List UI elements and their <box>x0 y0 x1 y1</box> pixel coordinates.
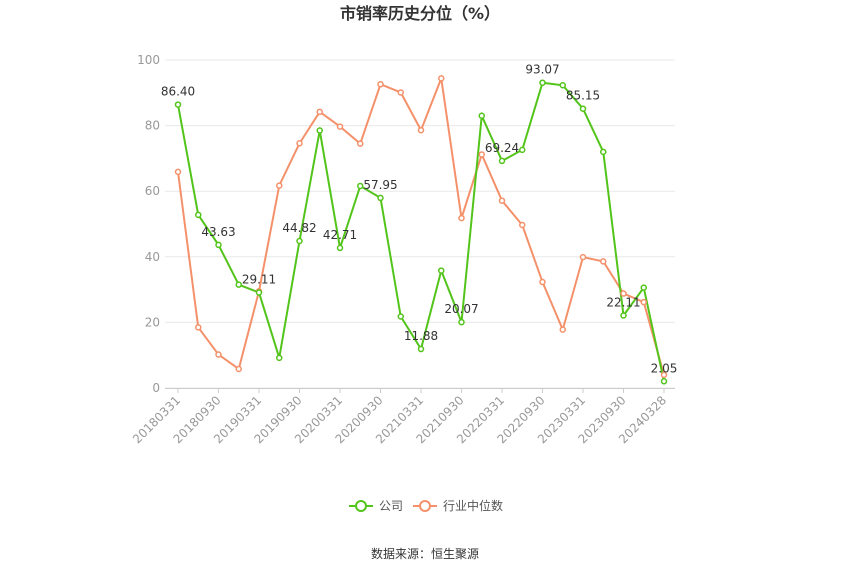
data-point[interactable] <box>600 258 607 265</box>
data-point[interactable] <box>498 197 506 204</box>
data-label: 85.15 <box>566 89 600 103</box>
data-point[interactable] <box>397 313 404 320</box>
y-axis-ticks: 0 20 40 60 80 100 <box>137 53 160 395</box>
data-point[interactable] <box>195 211 202 219</box>
data-point[interactable] <box>539 79 546 86</box>
data-point[interactable] <box>559 82 566 89</box>
data-label: 44.82 <box>282 221 316 235</box>
legend-label-company: 公司 <box>379 499 403 513</box>
data-point[interactable] <box>235 365 242 373</box>
data-label: 69.24 <box>485 141 519 155</box>
data-point[interactable] <box>417 345 425 353</box>
legend-item-industry-median[interactable]: 行业中位数 <box>413 498 503 513</box>
data-point[interactable] <box>336 244 344 252</box>
data-point[interactable] <box>357 182 364 190</box>
data-point[interactable] <box>438 75 445 82</box>
y-tick-label: 40 <box>145 250 160 264</box>
series-points <box>174 75 668 385</box>
data-point[interactable] <box>316 127 323 134</box>
data-point[interactable] <box>640 298 647 306</box>
data-labels: 86.40 43.63 29.11 44.82 42.71 57.95 11.88 20.07… <box>161 63 678 376</box>
data-label: 29.11 <box>242 273 276 287</box>
data-point[interactable] <box>215 351 222 358</box>
legend-marker-industry <box>419 500 431 512</box>
y-tick-label: 100 <box>137 53 160 67</box>
data-label: 57.95 <box>363 178 397 192</box>
data-point[interactable] <box>579 105 587 112</box>
data-point[interactable] <box>316 108 323 116</box>
data-point[interactable] <box>458 214 465 222</box>
data-point[interactable] <box>458 318 465 326</box>
data-label: 20.07 <box>444 302 478 316</box>
data-point[interactable] <box>174 101 182 108</box>
data-point[interactable] <box>174 168 182 176</box>
data-point[interactable] <box>478 151 485 158</box>
data-point[interactable] <box>438 267 445 274</box>
data-point[interactable] <box>600 148 607 156</box>
data-point[interactable] <box>640 284 647 291</box>
data-source: 数据来源：恒生聚源 <box>371 546 479 561</box>
data-point[interactable] <box>478 112 485 120</box>
y-tick-label: 20 <box>145 315 160 329</box>
data-label: 86.40 <box>161 85 195 99</box>
data-point[interactable] <box>296 140 303 147</box>
data-point[interactable] <box>417 126 425 134</box>
legend-item-company[interactable]: 公司 <box>349 499 403 513</box>
data-point[interactable] <box>276 354 283 362</box>
data-point[interactable] <box>498 157 506 165</box>
data-point[interactable] <box>539 278 546 286</box>
data-point[interactable] <box>620 290 627 297</box>
data-point[interactable] <box>660 378 668 385</box>
data-point[interactable] <box>620 312 627 319</box>
data-point[interactable] <box>336 123 344 130</box>
data-point[interactable] <box>660 371 668 379</box>
y-tick-label: 60 <box>145 184 160 198</box>
data-point[interactable] <box>377 194 384 202</box>
data-point[interactable] <box>296 237 303 245</box>
legend-label-industry: 行业中位数 <box>443 498 503 513</box>
data-label: 93.07 <box>525 63 559 77</box>
x-axis: 2018033120180930201903312019093020200331… <box>130 388 675 446</box>
y-tick-label: 80 <box>145 119 160 133</box>
data-label: 2.05 <box>651 361 678 375</box>
legend: 公司 行业中位数 <box>349 498 503 513</box>
data-point[interactable] <box>519 146 526 154</box>
chart-title: 市销率历史分位（%） <box>340 4 500 23</box>
data-point[interactable] <box>357 140 364 147</box>
data-label: 42.71 <box>323 228 357 242</box>
data-point[interactable] <box>559 326 566 333</box>
data-point[interactable] <box>215 241 222 249</box>
data-point[interactable] <box>579 253 587 261</box>
y-tick-label: 0 <box>152 381 160 395</box>
data-point[interactable] <box>377 81 384 88</box>
data-point[interactable] <box>195 324 202 331</box>
data-point[interactable] <box>397 89 404 96</box>
data-point[interactable] <box>255 289 263 296</box>
data-label: 43.63 <box>201 225 235 239</box>
data-point[interactable] <box>235 281 242 288</box>
legend-marker-company <box>355 500 367 512</box>
data-label: 11.88 <box>404 329 438 343</box>
data-point[interactable] <box>276 182 283 189</box>
data-label: 22.11 <box>606 295 640 309</box>
data-point[interactable] <box>519 221 526 229</box>
